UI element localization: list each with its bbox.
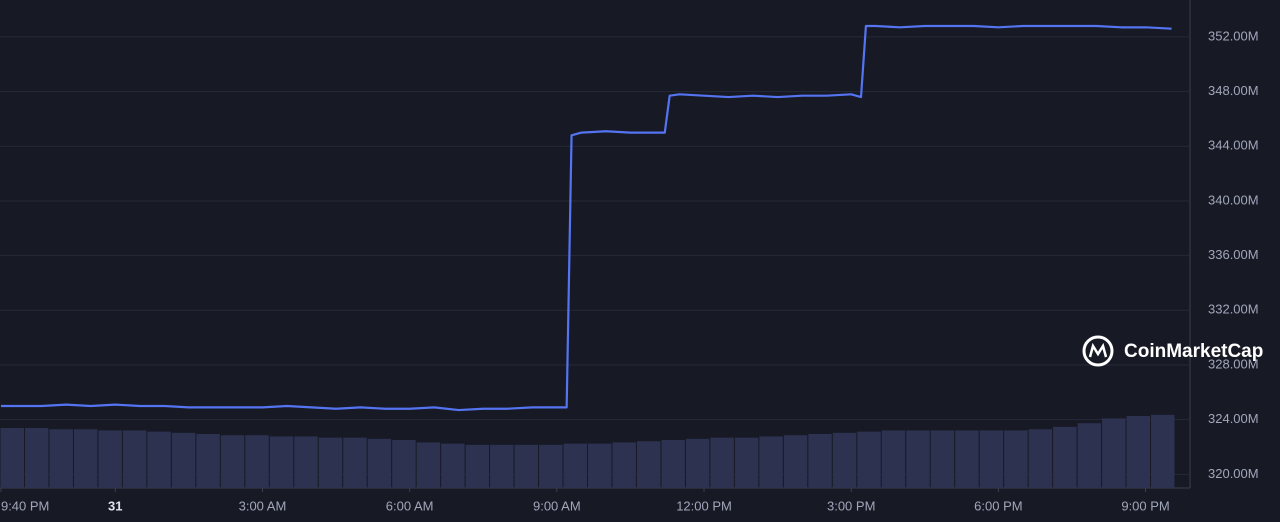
- y-tick-label: 320.00M: [1208, 466, 1259, 481]
- x-tick-label: 3:00 AM: [239, 498, 287, 513]
- y-tick-label: 352.00M: [1208, 28, 1259, 43]
- volume-bar: [783, 435, 808, 488]
- y-tick-label: 344.00M: [1208, 138, 1259, 153]
- x-tick-label: 6:00 PM: [974, 498, 1022, 513]
- volume-bar: [612, 442, 636, 488]
- x-tick-label: 9:00 PM: [1121, 498, 1169, 513]
- y-tick-label: 336.00M: [1208, 247, 1259, 262]
- volume-bar: [759, 436, 783, 488]
- volume-bar: [710, 437, 734, 488]
- volume-bar: [1028, 429, 1053, 488]
- volume-bar: [636, 441, 661, 488]
- volume-bar: [955, 430, 979, 488]
- volume-bar: [906, 430, 930, 488]
- volume-bar: [269, 436, 294, 488]
- volume-bar: [661, 440, 685, 488]
- x-tick-label: 9:00 AM: [533, 498, 581, 513]
- volume-bar: [857, 431, 881, 488]
- y-tick-label: 332.00M: [1208, 302, 1259, 317]
- x-tick-label: 12:00 PM: [676, 498, 732, 513]
- volume-bar: [1102, 418, 1126, 488]
- volume-bar: [416, 442, 441, 488]
- volume-bar: [98, 430, 122, 488]
- volume-bar: [318, 437, 343, 488]
- volume-bar: [1053, 426, 1077, 488]
- x-tick-label: 31: [108, 498, 122, 513]
- y-tick-label: 324.00M: [1208, 411, 1259, 426]
- volume-bar: [147, 431, 171, 488]
- volume-bar: [343, 437, 367, 488]
- volume-bar: [539, 444, 563, 488]
- volume-bar: [734, 437, 759, 488]
- volume-bar: [73, 429, 98, 488]
- volume-bar: [0, 428, 24, 488]
- volume-bar: [171, 432, 196, 488]
- volume-bar: [1004, 430, 1028, 488]
- y-tick-label: 328.00M: [1208, 356, 1259, 371]
- volume-bar: [832, 432, 857, 488]
- volume-bar: [122, 430, 147, 488]
- volume-bar: [49, 429, 73, 488]
- watermark: CoinMarketCap: [1124, 341, 1263, 362]
- volume-bar: [294, 436, 318, 488]
- volume-bar: [367, 438, 392, 488]
- volume-bar: [220, 435, 245, 488]
- volume-bar: [24, 428, 49, 488]
- volume-bar: [392, 440, 416, 488]
- volume-bar: [245, 435, 269, 488]
- volume-bar: [808, 434, 832, 488]
- watermark-logo: [1082, 335, 1114, 367]
- volume-bar: [685, 438, 710, 488]
- line: [0, 24, 1172, 412]
- x-tick-label: 9:40 PM: [1, 498, 49, 513]
- volume-bar: [1151, 414, 1175, 488]
- x-tick-label: 3:00 PM: [827, 498, 875, 513]
- volume-bar: [490, 444, 514, 488]
- volume-bar: [441, 443, 465, 488]
- volume-bar: [930, 430, 955, 488]
- volume-bar: [465, 444, 490, 488]
- volume-bar: [514, 444, 539, 488]
- volume-bar: [1126, 416, 1151, 488]
- y-tick-label: 348.00M: [1208, 83, 1259, 98]
- volume-bar: [196, 434, 220, 488]
- volume-bar: [588, 443, 612, 488]
- volume-bar: [563, 443, 587, 488]
- volume-bar: [1077, 423, 1102, 488]
- y-tick-label: 340.00M: [1208, 192, 1259, 207]
- volume-bar: [881, 430, 906, 488]
- x-tick-label: 6:00 AM: [386, 498, 434, 513]
- volume-bar: [979, 430, 1004, 488]
